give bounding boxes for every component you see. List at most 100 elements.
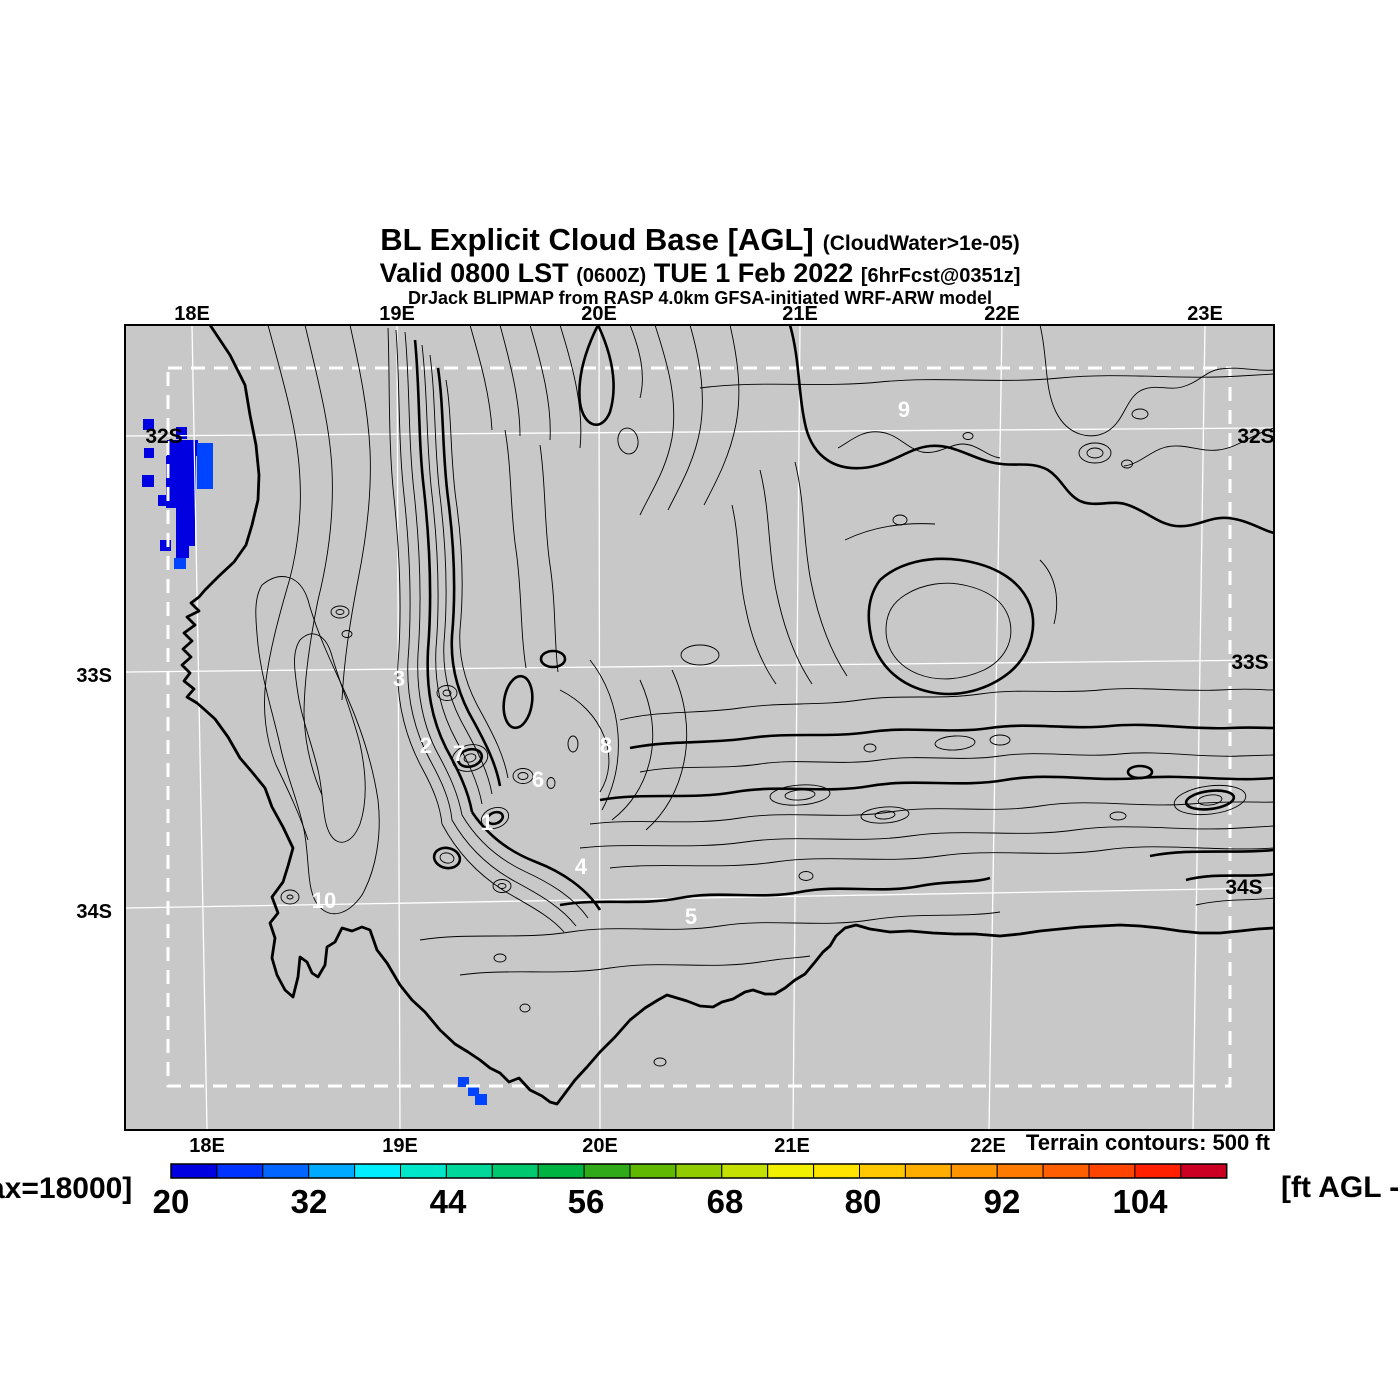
- axis-label-top: 18E: [174, 303, 210, 325]
- contour-value-label: 2: [420, 733, 432, 758]
- colorbar-segment: [675, 1163, 723, 1179]
- terrain-contour-note: Terrain contours: 500 ft: [1025, 1130, 1270, 1155]
- valid-zulu: (0600Z): [576, 265, 647, 287]
- meridian-gridline: [191, 325, 208, 1130]
- contour-value-label: 1: [481, 810, 493, 835]
- colorbar-tick-label: 68: [707, 1183, 744, 1220]
- cloudbase-cell: [167, 440, 198, 456]
- axis-label-top: 19E: [379, 303, 415, 325]
- axis-label-inner: 33S: [1231, 651, 1268, 674]
- colorbar-tick-label: 44: [430, 1183, 467, 1220]
- cloudbase-cell: [475, 1094, 487, 1105]
- map-frame: [124, 324, 1275, 1131]
- cloudbase-cell: [468, 1086, 479, 1096]
- axis-label-bottom: 21E: [774, 1135, 810, 1157]
- colorbar: 20 32 44 56 68 80 92 104: [153, 1163, 1228, 1220]
- cloudbase-cell: [142, 475, 154, 487]
- meridian-gridline: [396, 325, 401, 1130]
- axis-label-top: 21E: [782, 303, 818, 325]
- contour-value-label: 8: [600, 733, 612, 758]
- axis-label-top: 23E: [1187, 303, 1223, 325]
- coastline: [180, 325, 1274, 1106]
- contour-value-label: 7: [453, 741, 465, 766]
- cloudbase-cell: [458, 1077, 469, 1087]
- colorbar-segment: [216, 1163, 264, 1179]
- contour-value-label: 5: [685, 904, 697, 929]
- colorbar-tick-label: 32: [291, 1183, 328, 1220]
- colorbar-segment: [904, 1163, 952, 1179]
- map-labels: 18E 19E 20E 21E 22E 23E 18E 19E 20E 21E 22E 33S 34S 3…: [76, 303, 1274, 1157]
- cloudbase-cell: [176, 427, 187, 439]
- colorbar-segment: [1134, 1163, 1182, 1179]
- axis-label-top: 20E: [581, 303, 617, 325]
- colorbar-outline: [170, 1163, 1228, 1179]
- page-title: BL Explicit Cloud Base [AGL] (CloudWater>…: [0, 222, 1400, 258]
- colorbar-segment: [491, 1163, 539, 1179]
- scale-units-text: [ft AGL - m: [1281, 1171, 1400, 1204]
- axis-label-bottom: 22E: [970, 1135, 1006, 1157]
- terrain-contours: [255, 325, 1274, 1067]
- map-border: [124, 324, 1275, 1131]
- axis-label-bottom: 20E: [582, 1135, 618, 1157]
- axis-label-left: 33S: [76, 665, 112, 687]
- colorbar-segment: [1042, 1163, 1090, 1179]
- axis-label-bottom: 18E: [189, 1135, 225, 1157]
- colorbar-segment: [537, 1163, 585, 1179]
- colorbar-segment: [308, 1163, 356, 1179]
- colorbar-segment: [1088, 1163, 1136, 1179]
- contour-value-label: 9: [898, 397, 910, 422]
- axis-label-left: 34S: [76, 901, 112, 923]
- colorbar-segment: [859, 1163, 906, 1179]
- parallel-gridline: [125, 659, 1274, 673]
- contour-value-label: 3: [393, 666, 405, 691]
- colorbar-tick-label: 20: [153, 1183, 190, 1220]
- axis-label-bottom: 19E: [382, 1135, 418, 1157]
- cloudbase-cell: [174, 558, 186, 569]
- cloudbase-cell: [166, 456, 196, 508]
- colorbar-segment: [629, 1163, 677, 1179]
- axis-label-inner: 34S: [1225, 876, 1262, 899]
- colorbar-segment: [950, 1163, 998, 1179]
- cloudbase-cell: [176, 546, 189, 558]
- colorbar-segment: [721, 1163, 769, 1179]
- colorbar-tick-label: 104: [1112, 1183, 1168, 1220]
- cloudbase-pixels-layer: [142, 419, 487, 1105]
- colorbar-segment: [400, 1163, 447, 1179]
- colorbar-tick-label: 92: [984, 1183, 1021, 1220]
- title-main: BL Explicit Cloud Base [AGL]: [380, 222, 814, 257]
- colorbar-segment: [1180, 1163, 1228, 1179]
- colorbar-segment: [767, 1163, 815, 1179]
- cloudbase-cell: [160, 540, 171, 551]
- valid-time-line: Valid 0800 LST (0600Z) TUE 1 Feb 2022 [6…: [0, 258, 1400, 289]
- domain-boundary-dashed: [166, 366, 1232, 1088]
- valid-date: TUE 1 Feb 2022: [653, 258, 854, 288]
- colorbar-segment: [445, 1163, 493, 1179]
- valid-prefix: Valid 0800 LST: [379, 258, 569, 288]
- colorbar-segment: [583, 1163, 631, 1179]
- contour-value-label: 10: [312, 888, 336, 913]
- model-attribution: DrJack BLIPMAP from RASP 4.0km GFSA-init…: [407, 288, 993, 308]
- valid-forecast-tag: [6hrFcst@0351z]: [860, 265, 1021, 287]
- contour-value-label: 6: [532, 767, 544, 792]
- meridian-gridline: [792, 325, 801, 1130]
- colorbar-segment: [170, 1163, 218, 1179]
- meridian-gridline: [598, 325, 601, 1130]
- colorbar-tick-label: 80: [845, 1183, 882, 1220]
- colorbar-segment: [262, 1163, 310, 1179]
- scale-max-text: ax=18000]: [0, 1172, 133, 1205]
- model-domain-box: [166, 366, 1232, 1088]
- cloudbase-cell: [176, 508, 195, 546]
- cloudbase-cell: [158, 495, 169, 506]
- title-parameter-note: (CloudWater>1e-05): [822, 232, 1020, 255]
- cloudbase-cell: [197, 443, 213, 489]
- contour-value-label: 4: [575, 854, 588, 879]
- axis-label-top: 22E: [984, 303, 1020, 325]
- colorbar-segment: [354, 1163, 402, 1179]
- parallel-gridline: [125, 887, 1274, 909]
- colorbar-segment: [996, 1163, 1044, 1179]
- cloudbase-cell: [143, 419, 154, 430]
- axis-label-inner: 32S: [1237, 425, 1274, 448]
- colorbar-segment: [813, 1163, 860, 1179]
